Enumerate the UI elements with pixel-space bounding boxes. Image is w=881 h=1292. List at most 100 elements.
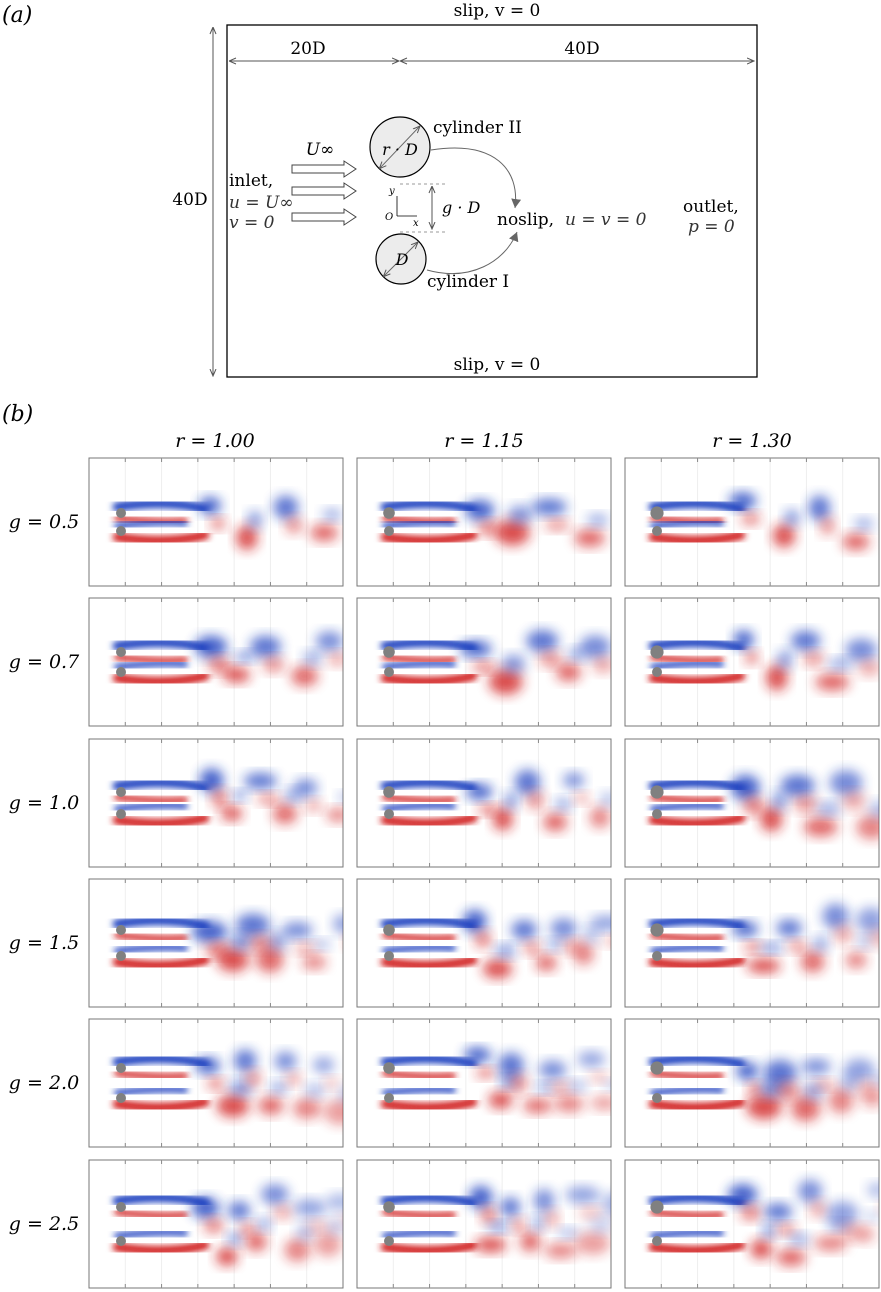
cylinder-ii-marker bbox=[116, 1202, 126, 1212]
inlet-v-condition: v = 0 bbox=[229, 213, 275, 233]
snapshot-115-25 bbox=[356, 1159, 612, 1289]
origin-label: O bbox=[385, 212, 393, 223]
snapshot-115-07 bbox=[356, 597, 612, 727]
column-labels: r = 1.00 r = 1.15 r = 1.30 bbox=[175, 430, 791, 452]
noslip-pointer-upper bbox=[430, 147, 522, 209]
upstream-length: 20D bbox=[290, 39, 325, 59]
cylinder-ii-marker bbox=[650, 1061, 664, 1075]
snapshot-100-10 bbox=[88, 738, 344, 868]
row-labels: g = 0.5 g = 0.7 g = 1.0 g = 1.5 g = 2.0 … bbox=[9, 511, 80, 1235]
downstream-length: 40D bbox=[564, 39, 599, 59]
domain-boundary bbox=[226, 24, 758, 378]
wake-contour-grid bbox=[88, 457, 880, 1289]
snapshot-115-15 bbox=[356, 878, 612, 1008]
cylinder-i-marker bbox=[652, 1093, 662, 1103]
noslip-label: noslip, bbox=[497, 210, 554, 230]
y-axis-label: y bbox=[388, 186, 395, 197]
outlet-condition: p = 0 bbox=[688, 217, 735, 237]
snapshot-frame bbox=[356, 738, 612, 868]
cylinder-ii-diameter: r · D bbox=[382, 140, 418, 159]
snapshot-115-20 bbox=[356, 1018, 612, 1148]
snapshot-130-10 bbox=[624, 738, 880, 868]
cylinder-ii-marker bbox=[116, 1063, 126, 1073]
cylinder-ii-marker bbox=[383, 924, 395, 936]
snapshot-frame bbox=[88, 878, 344, 1008]
cylinder-i-marker bbox=[652, 526, 662, 536]
outlet-title: outlet, bbox=[683, 197, 739, 217]
noslip-condition: u = v = 0 bbox=[565, 210, 647, 230]
cylinder-ii-marker bbox=[383, 786, 395, 798]
cylinder-ii-marker bbox=[383, 1201, 395, 1213]
snapshot-115-05 bbox=[356, 457, 612, 587]
cylinder-i-marker bbox=[384, 667, 394, 677]
cylinder-i-diameter-line bbox=[384, 242, 418, 276]
panel-a: (a) slip, v = 0 slip, v = 0 20D 40D 40D … bbox=[2, 1, 758, 378]
x-axis-label: x bbox=[413, 218, 419, 229]
cylinder-ii-marker bbox=[650, 785, 664, 799]
cylinder-ii-marker bbox=[116, 787, 126, 797]
cylinder-ii-marker bbox=[383, 507, 395, 519]
cylinder-i-marker bbox=[384, 1236, 394, 1246]
snapshot-100-25 bbox=[88, 1159, 344, 1289]
panel-b-label: (b) bbox=[2, 402, 33, 427]
cylinder-i-marker bbox=[384, 809, 394, 819]
snapshot-130-15 bbox=[624, 878, 880, 1008]
cylinder-ii-label: cylinder II bbox=[433, 118, 522, 138]
snapshot-frame bbox=[624, 1018, 880, 1148]
snapshot-130-07 bbox=[624, 597, 880, 727]
domain-height: 40D bbox=[172, 190, 207, 210]
cylinder-i-marker bbox=[116, 667, 126, 677]
top-boundary-condition: slip, v = 0 bbox=[454, 1, 541, 21]
snapshot-130-20 bbox=[624, 1018, 880, 1148]
row-label-g-0-5: g = 0.5 bbox=[9, 511, 79, 533]
row-label-g-1-0: g = 1.0 bbox=[9, 792, 79, 814]
inlet-title: inlet, bbox=[229, 171, 273, 191]
cylinder-i-marker bbox=[652, 667, 662, 677]
cylinder-i-marker bbox=[116, 951, 126, 961]
cylinder-ii-marker bbox=[650, 645, 664, 659]
cylinder-ii-marker bbox=[116, 508, 126, 518]
cylinder-ii-marker bbox=[650, 1200, 664, 1214]
cylinder-ii-diameter-line bbox=[380, 126, 420, 168]
snapshot-130-05 bbox=[624, 457, 880, 587]
cylinder-ii-marker bbox=[650, 506, 664, 520]
snapshot-100-07 bbox=[88, 597, 344, 727]
snapshot-frame bbox=[356, 1159, 612, 1289]
cylinder-ii-marker bbox=[383, 1062, 395, 1074]
cylinder-i-label: cylinder I bbox=[427, 272, 509, 292]
noslip-pointer-lower bbox=[426, 231, 519, 275]
cylinder-i-marker bbox=[116, 1236, 126, 1246]
column-label-r-1-00: r = 1.00 bbox=[175, 430, 254, 452]
cylinder-ii-marker bbox=[116, 925, 126, 935]
inflow-arrows bbox=[291, 160, 357, 226]
cylinder-i-marker bbox=[384, 951, 394, 961]
snapshot-100-20 bbox=[88, 1018, 344, 1148]
gap-label: g · D bbox=[442, 198, 481, 217]
row-label-g-2-0: g = 2.0 bbox=[9, 1072, 79, 1094]
bottom-boundary-condition: slip, v = 0 bbox=[454, 355, 541, 375]
cylinder-i-marker bbox=[652, 951, 662, 961]
row-label-g-2-5: g = 2.5 bbox=[9, 1213, 79, 1235]
panel-a-label: (a) bbox=[2, 3, 32, 28]
cylinder-i-marker bbox=[116, 1093, 126, 1103]
freestream-velocity: U∞ bbox=[306, 140, 335, 160]
cylinder-i-marker bbox=[384, 1093, 394, 1103]
cylinder-ii-marker bbox=[650, 923, 664, 937]
snapshot-100-15 bbox=[88, 878, 344, 1008]
cylinder-i-marker bbox=[116, 809, 126, 819]
cylinder-i-marker bbox=[384, 526, 394, 536]
cylinder-i-marker bbox=[116, 526, 126, 536]
snapshot-130-25 bbox=[624, 1159, 880, 1289]
snapshot-115-10 bbox=[356, 738, 612, 868]
cylinder-i-marker bbox=[652, 1236, 662, 1246]
panel-b: (b) r = 1.00 r = 1.15 r = 1.30 g = 0.5 g… bbox=[2, 402, 880, 1289]
cylinder-ii-marker bbox=[116, 647, 126, 657]
row-label-g-0-7: g = 0.7 bbox=[9, 651, 80, 673]
snapshot-100-05 bbox=[88, 457, 344, 587]
cylinder-ii-marker bbox=[383, 646, 395, 658]
cylinder-i-marker bbox=[652, 809, 662, 819]
cylinder-i-diameter: D bbox=[395, 250, 409, 269]
column-label-r-1-30: r = 1.30 bbox=[712, 430, 791, 452]
row-label-g-1-5: g = 1.5 bbox=[9, 932, 79, 954]
